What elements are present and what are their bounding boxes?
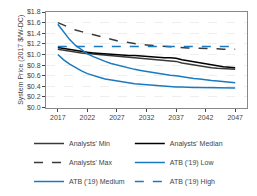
svg-text:System Price (2017 $/W-DC): System Price (2017 $/W-DC) bbox=[17, 15, 25, 105]
svg-text:2032: 2032 bbox=[139, 114, 155, 121]
svg-text:2037: 2037 bbox=[168, 114, 184, 121]
svg-text:$0.2: $0.2 bbox=[27, 93, 41, 100]
svg-text:Analysts' Median: Analysts' Median bbox=[170, 140, 223, 148]
svg-text:$0.4: $0.4 bbox=[27, 83, 41, 90]
svg-text:$0.0: $0.0 bbox=[27, 104, 41, 111]
svg-text:$1.2: $1.2 bbox=[27, 40, 41, 47]
svg-text:$1.4: $1.4 bbox=[27, 30, 41, 37]
svg-text:ATB ('19) Medium: ATB ('19) Medium bbox=[69, 178, 125, 186]
svg-text:2022: 2022 bbox=[80, 114, 96, 121]
svg-text:2047: 2047 bbox=[227, 114, 243, 121]
svg-text:$1.8: $1.8 bbox=[27, 8, 41, 15]
svg-text:ATB ('19) High: ATB ('19) High bbox=[170, 178, 215, 186]
svg-text:2027: 2027 bbox=[109, 114, 125, 121]
svg-text:Analysts' Min: Analysts' Min bbox=[69, 140, 110, 148]
svg-text:$1.0: $1.0 bbox=[27, 51, 41, 58]
svg-text:$0.6: $0.6 bbox=[27, 72, 41, 79]
svg-text:$1.6: $1.6 bbox=[27, 19, 41, 26]
svg-text:2042: 2042 bbox=[198, 114, 214, 121]
svg-text:2017: 2017 bbox=[50, 114, 66, 121]
svg-text:ATB ('19) Low: ATB ('19) Low bbox=[170, 159, 215, 167]
svg-text:$0.8: $0.8 bbox=[27, 62, 41, 69]
svg-text:Analysts' Max: Analysts' Max bbox=[69, 159, 112, 167]
